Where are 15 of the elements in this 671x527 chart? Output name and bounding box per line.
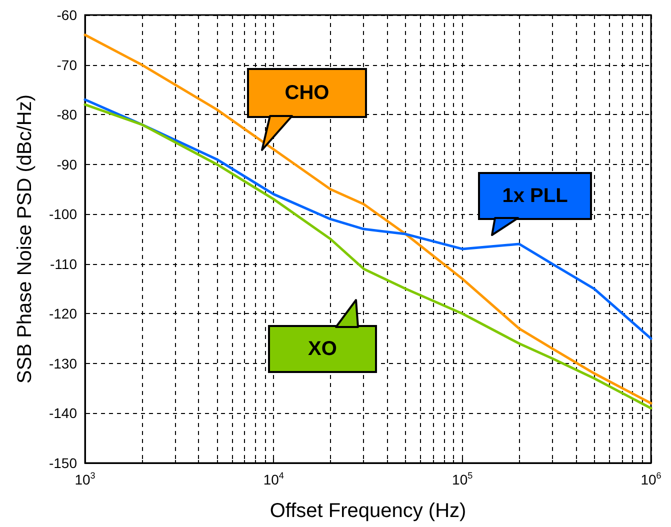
annotation: XO [308, 338, 337, 360]
annotation: CHO [284, 82, 330, 104]
y-tick-label: -70 [56, 56, 78, 73]
y-tick-label: -110 [50, 256, 78, 272]
y-tick-label: -150 [48, 455, 78, 471]
y-tick-label: -130 [48, 355, 78, 372]
y-tick-label: -80 [56, 106, 78, 123]
y-tick-label: -120 [48, 306, 78, 322]
y-tick-label: -90 [56, 156, 78, 172]
y-axis-title: SSB Phase Noise PSD (dBc/Hz) [14, 94, 36, 384]
annotation: 1x PLL [502, 184, 568, 208]
x-axis-title: Offset Frequency (Hz) [270, 500, 466, 522]
y-tick-label: -60 [56, 7, 78, 23]
y-tick-label: -100 [48, 206, 78, 222]
y-tick-label: -140 [48, 405, 78, 422]
